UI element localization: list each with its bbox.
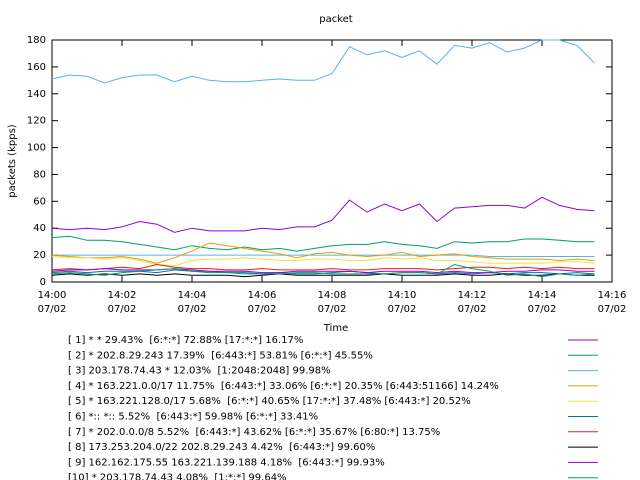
y-tick-label: 140	[27, 89, 46, 100]
series-line	[51, 235, 595, 252]
legend-label: [10] * 203.178.74.43 4.08% [1:*:*] 99.64…	[68, 473, 287, 480]
legend-label: [ 7] * 202.0.0.0/8 5.52% [6:443:*] 43.62…	[68, 427, 440, 438]
x-tick-label: 14:00 07/02	[38, 290, 67, 315]
y-tick-label: 0	[40, 277, 46, 288]
y-tick-label: 80	[33, 169, 46, 180]
series-line	[51, 263, 595, 278]
y-axis-label: packets (kpps)	[7, 124, 18, 197]
x-axis-label: Time	[323, 323, 348, 334]
y-tick-label: 100	[27, 143, 46, 154]
x-tick-label: 14:14 07/02	[528, 290, 557, 315]
y-tick-label: 180	[27, 35, 46, 46]
x-tick-label: 14:02 07/02	[108, 290, 137, 315]
legend-label: [ 1] * * 29.43% [6:*:*] 72.88% [17:*:*] …	[68, 335, 303, 346]
x-tick-label: 14:10 07/02	[388, 290, 417, 315]
legend-label: [ 3] 203.178.74.43 * 12.03% [1:2048:2048…	[68, 366, 331, 377]
series-line	[51, 263, 595, 271]
y-tick-label: 40	[33, 223, 46, 234]
y-tick-label: 160	[27, 62, 46, 73]
y-tick-label: 60	[33, 196, 46, 207]
x-tick-label: 14:12 07/02	[458, 290, 487, 315]
legend-label: [ 9] 162.162.175.55 163.221.139.188 4.18…	[68, 457, 385, 468]
series-line	[51, 242, 595, 264]
legend-label: [ 6] *:: *:: 5.52% [6:443:*] 59.98% [6:*…	[68, 412, 318, 423]
series-line	[51, 39, 595, 84]
y-tick-label: 20	[33, 250, 46, 261]
chart-title: packet	[319, 14, 353, 25]
series-line	[51, 268, 595, 274]
series-line	[51, 256, 595, 267]
x-tick-label: 14:04 07/02	[178, 290, 207, 315]
legend-label: [ 4] * 163.221.0.0/17 11.75% [6:443:*] 3…	[68, 381, 499, 392]
x-tick-label: 14:08 07/02	[318, 290, 347, 315]
x-tick-label: 14:16 07/02	[598, 290, 627, 315]
series-line	[52, 254, 595, 257]
legend-label: [ 5] * 163.221.128.0/17 5.68% [6:*:*] 40…	[68, 396, 471, 407]
y-tick-label: 120	[27, 116, 46, 127]
x-tick-label: 14:06 07/02	[248, 290, 277, 315]
legend-label: [ 8] 173.253.204.0/22 202.8.29.243 4.42%…	[68, 442, 375, 453]
series-line	[51, 196, 595, 233]
legend-label: [ 2] * 202.8.29.243 17.39% [6:443:*] 53.…	[68, 350, 373, 361]
